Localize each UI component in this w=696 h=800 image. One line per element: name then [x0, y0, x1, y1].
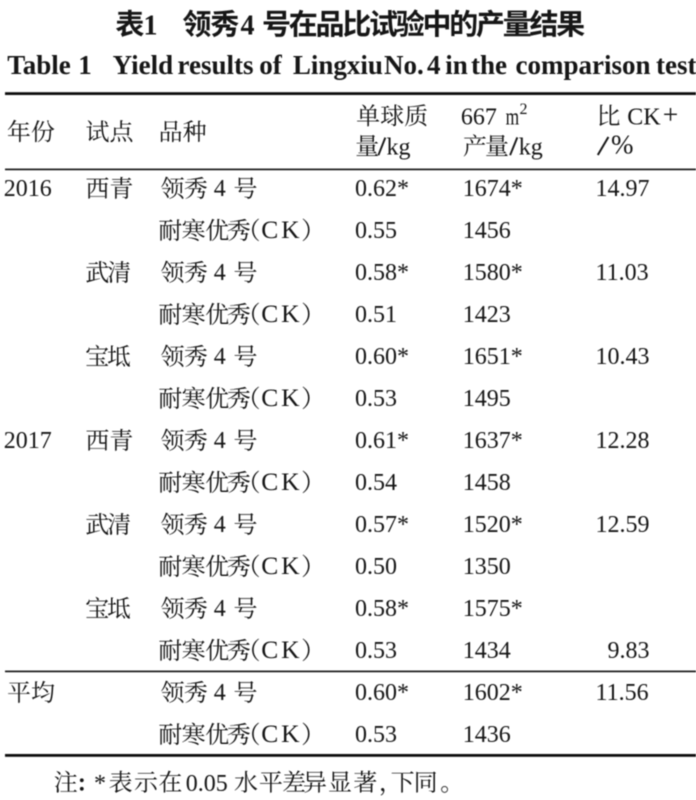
- svg-text:1602*: 1602*: [463, 680, 523, 706]
- svg-text:0.58*: 0.58*: [355, 596, 409, 622]
- svg-text:Table: Table: [7, 50, 71, 80]
- svg-text:C: C: [261, 635, 278, 664]
- svg-text:1456: 1456: [463, 218, 511, 244]
- svg-text:1674*: 1674*: [463, 176, 523, 202]
- svg-text:Lingxiu: Lingxiu: [293, 50, 383, 80]
- svg-text:1580*: 1580*: [463, 260, 523, 286]
- svg-text:results: results: [178, 50, 254, 80]
- svg-text:K: K: [281, 383, 300, 412]
- svg-text:0.55: 0.55: [355, 218, 397, 244]
- svg-text:4: 4: [214, 596, 226, 622]
- svg-text:4: 4: [427, 50, 441, 80]
- svg-text:11.03: 11.03: [596, 260, 649, 286]
- svg-text:0.58*: 0.58*: [355, 260, 409, 286]
- svg-text:0.61*: 0.61*: [355, 428, 409, 454]
- svg-text:K: K: [281, 719, 300, 748]
- svg-text:0.62*: 0.62*: [355, 176, 409, 202]
- svg-text:14.97: 14.97: [596, 176, 650, 202]
- svg-text:1495: 1495: [463, 386, 511, 412]
- svg-text:No.: No.: [384, 50, 424, 80]
- svg-text:10.43: 10.43: [596, 344, 650, 370]
- svg-text:667: 667: [461, 104, 497, 130]
- svg-text:%: %: [611, 130, 634, 160]
- svg-text:4: 4: [214, 512, 226, 538]
- svg-text:12.59: 12.59: [596, 512, 650, 538]
- svg-text:4: 4: [214, 680, 226, 706]
- svg-text:C: C: [261, 467, 278, 496]
- svg-text:1423: 1423: [463, 302, 511, 328]
- svg-text:0.05: 0.05: [186, 771, 228, 797]
- svg-text:1458: 1458: [463, 470, 511, 496]
- svg-text:4: 4: [214, 176, 226, 202]
- svg-text:C: C: [261, 299, 278, 328]
- svg-text:0.60*: 0.60*: [355, 344, 409, 370]
- svg-text:K: K: [281, 467, 300, 496]
- svg-text:K: K: [281, 551, 300, 580]
- svg-text:C: C: [261, 215, 278, 244]
- svg-text:K: K: [281, 215, 300, 244]
- svg-text:K: K: [281, 635, 300, 664]
- svg-text:4: 4: [241, 10, 255, 41]
- svg-text:m: m: [506, 104, 520, 130]
- svg-text:the: the: [471, 50, 507, 80]
- svg-text:0.50: 0.50: [355, 554, 397, 580]
- svg-text:Yield: Yield: [113, 50, 174, 80]
- svg-text:K: K: [281, 299, 300, 328]
- svg-text:1575*: 1575*: [463, 596, 523, 622]
- svg-text:1651*: 1651*: [463, 344, 523, 370]
- svg-text:1436: 1436: [463, 722, 511, 748]
- svg-text:CK: CK: [627, 104, 661, 130]
- svg-text:11.56: 11.56: [596, 680, 649, 706]
- svg-text:2016: 2016: [4, 176, 52, 202]
- svg-text:0.54: 0.54: [355, 470, 397, 496]
- svg-text:kg: kg: [519, 135, 543, 161]
- svg-text:C: C: [261, 719, 278, 748]
- svg-text:1350: 1350: [463, 554, 511, 580]
- svg-text:2: 2: [520, 101, 528, 118]
- svg-text:4: 4: [214, 260, 226, 286]
- svg-text:4: 4: [214, 428, 226, 454]
- svg-text:+: +: [663, 98, 679, 129]
- svg-text:of: of: [259, 50, 283, 80]
- svg-text:comparison: comparison: [516, 50, 651, 80]
- svg-text:C: C: [261, 551, 278, 580]
- svg-text:0.53: 0.53: [355, 638, 397, 664]
- svg-text:*: *: [94, 771, 106, 797]
- svg-text:0.57*: 0.57*: [355, 512, 409, 538]
- svg-text:test: test: [656, 50, 696, 80]
- svg-text:9.83: 9.83: [608, 638, 650, 664]
- svg-text:1434: 1434: [463, 638, 511, 664]
- svg-text:1: 1: [78, 50, 92, 80]
- svg-text:0.60*: 0.60*: [355, 680, 409, 706]
- svg-text:1520*: 1520*: [463, 512, 523, 538]
- svg-text:C: C: [261, 383, 278, 412]
- svg-text:1637*: 1637*: [463, 428, 523, 454]
- svg-text:in: in: [445, 50, 468, 80]
- svg-text:12.28: 12.28: [596, 428, 650, 454]
- svg-text:4: 4: [214, 344, 226, 370]
- svg-text:0.53: 0.53: [355, 386, 397, 412]
- svg-text:kg: kg: [387, 135, 411, 161]
- svg-text:1: 1: [144, 10, 158, 41]
- svg-text:0.51: 0.51: [355, 302, 397, 328]
- svg-text:0.53: 0.53: [355, 722, 397, 748]
- svg-text:2017: 2017: [4, 428, 52, 454]
